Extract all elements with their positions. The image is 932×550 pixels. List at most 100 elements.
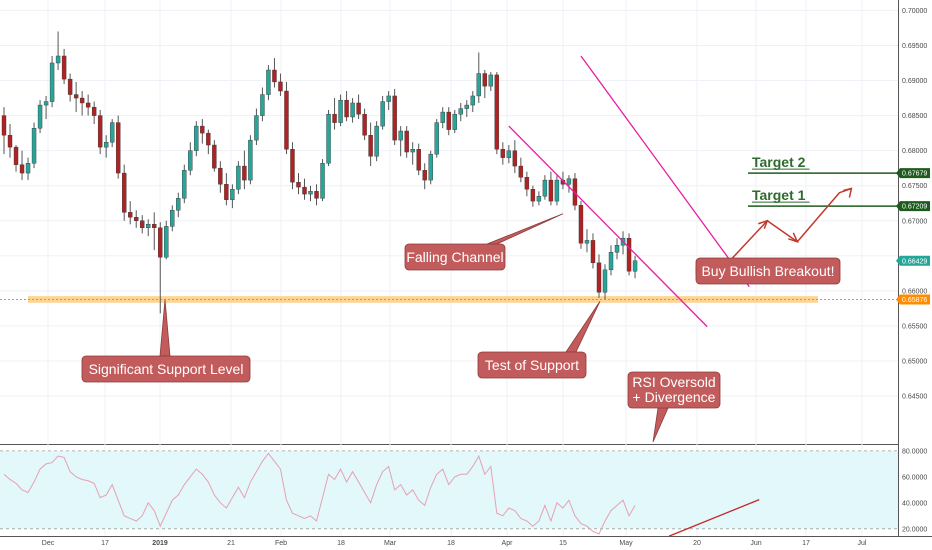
candle bbox=[31, 122, 37, 169]
candle-body bbox=[158, 227, 163, 258]
candle-body bbox=[176, 198, 181, 211]
date-tick-label: 17 bbox=[802, 540, 810, 547]
candle bbox=[260, 87, 265, 122]
projection-arrowhead bbox=[788, 232, 799, 244]
candle bbox=[362, 108, 367, 141]
candle-body bbox=[266, 69, 271, 95]
candle-body bbox=[254, 115, 259, 141]
candle bbox=[464, 100, 469, 117]
candle bbox=[170, 205, 175, 232]
date-tick-label: 2019 bbox=[152, 540, 168, 547]
candle bbox=[404, 126, 409, 158]
candle-body bbox=[464, 104, 469, 109]
candle-body bbox=[506, 150, 512, 158]
candle bbox=[524, 171, 530, 197]
target-label: Target 2 bbox=[752, 154, 806, 170]
support-band bbox=[28, 296, 818, 303]
rsi-tick-label: 20.0000 bbox=[902, 526, 927, 533]
candle-body bbox=[25, 163, 31, 174]
candle bbox=[115, 115, 121, 179]
candle-body bbox=[536, 196, 542, 202]
candle-body bbox=[302, 186, 307, 195]
candle bbox=[97, 109, 103, 155]
candle bbox=[224, 173, 229, 206]
candle-body bbox=[296, 181, 301, 188]
candle bbox=[218, 161, 223, 193]
candle-body bbox=[554, 179, 560, 202]
date-axis[interactable]: Dec 17 2019 21 Feb 18 Mar 18 Apr 15 May 20 Jun 17 Jul bbox=[42, 540, 867, 547]
price-tag: 0.67209 bbox=[896, 201, 930, 212]
price-tick-label: 0.68000 bbox=[902, 148, 927, 155]
callout: Significant Support Level bbox=[81, 299, 251, 383]
candle bbox=[278, 73, 283, 96]
candle bbox=[230, 184, 235, 209]
candle-body bbox=[458, 108, 463, 115]
candle-body bbox=[61, 55, 67, 80]
candle-body bbox=[170, 210, 175, 227]
date-tick-label: 21 bbox=[227, 540, 235, 547]
candle-body bbox=[134, 217, 139, 221]
candle-body bbox=[584, 240, 590, 244]
candle bbox=[602, 264, 608, 300]
callout-text: Test of Support bbox=[485, 357, 579, 373]
candle bbox=[85, 94, 91, 116]
callout: RSI Oversold+ Divergence bbox=[627, 371, 721, 443]
candle-body bbox=[518, 165, 524, 178]
candle-body bbox=[632, 260, 638, 272]
candle-body bbox=[434, 122, 439, 155]
candle-body bbox=[194, 125, 199, 151]
candle bbox=[494, 72, 500, 155]
candle bbox=[554, 175, 560, 206]
rsi-band bbox=[0, 450, 898, 529]
candle-body bbox=[542, 179, 548, 197]
price-tick-label: 0.64500 bbox=[902, 394, 927, 401]
candle-body bbox=[422, 170, 427, 181]
price-tag-label: 0.65876 bbox=[902, 297, 927, 304]
price-axis[interactable]: 0.64500 0.65000 0.65500 0.66000 0.67000 0.675… bbox=[899, 0, 932, 536]
candle bbox=[272, 58, 277, 88]
projection-arrowhead bbox=[758, 219, 769, 230]
date-tick-label: Apr bbox=[502, 540, 514, 547]
candle bbox=[416, 143, 421, 176]
rsi-line bbox=[3, 452, 636, 535]
rsi-tick-label: 60.0000 bbox=[902, 474, 927, 481]
candle bbox=[572, 173, 578, 211]
candle-body bbox=[128, 212, 133, 218]
candle-body bbox=[242, 165, 247, 181]
price-tag: 0.66429 bbox=[896, 255, 930, 266]
price-tick-label: 0.69500 bbox=[902, 43, 927, 50]
candle bbox=[134, 210, 139, 228]
candle bbox=[73, 81, 79, 113]
candle bbox=[326, 109, 331, 167]
rsi-axis[interactable]: 20.0000 40.0000 60.0000 80.0000 bbox=[902, 448, 927, 533]
candle-body bbox=[488, 74, 494, 87]
candle-body bbox=[121, 172, 127, 213]
candle-body bbox=[164, 226, 169, 258]
candle bbox=[458, 102, 463, 122]
candle bbox=[434, 119, 439, 158]
candle-body bbox=[91, 106, 97, 116]
price-tag: 0.65876 bbox=[896, 294, 930, 305]
candle-body bbox=[278, 81, 283, 92]
candle bbox=[164, 220, 169, 260]
date-tick-label: 20 bbox=[693, 540, 701, 547]
candle-body bbox=[362, 113, 367, 136]
candle bbox=[296, 173, 301, 195]
price-tag-bg bbox=[896, 201, 930, 212]
channel-line bbox=[580, 55, 750, 288]
candle-body bbox=[398, 130, 403, 141]
candle-body bbox=[140, 220, 145, 228]
candle bbox=[25, 157, 31, 181]
callout-box bbox=[81, 355, 251, 383]
candle bbox=[386, 91, 391, 110]
candle-body bbox=[314, 191, 319, 199]
candle-body bbox=[224, 184, 229, 200]
candle-body bbox=[19, 164, 25, 174]
candle-body bbox=[572, 178, 578, 206]
candle-body bbox=[374, 125, 379, 157]
candle bbox=[440, 107, 445, 129]
callout: Buy Bullish Breakout! bbox=[695, 257, 841, 285]
price-tick-label: 0.65000 bbox=[902, 358, 927, 365]
rsi-layer bbox=[0, 450, 898, 537]
